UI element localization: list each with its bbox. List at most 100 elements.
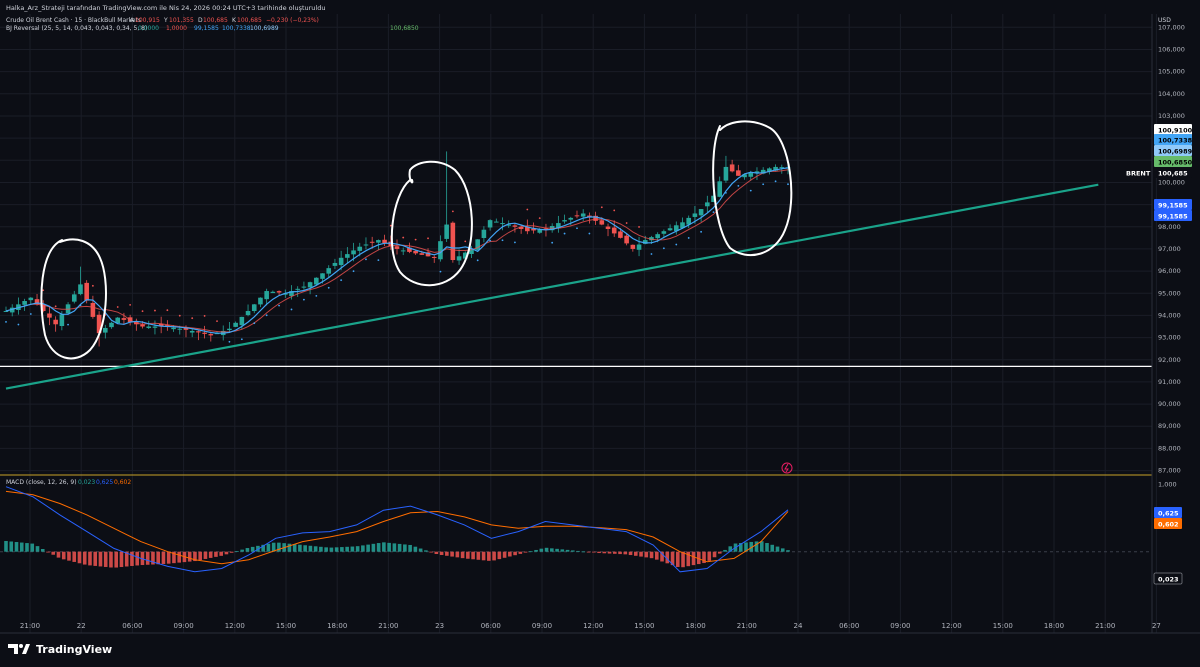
- macd-line[interactable]: [5, 486, 789, 573]
- candle-body[interactable]: [667, 228, 673, 231]
- candle-body[interactable]: [649, 237, 654, 241]
- macd-title[interactable]: MACD (close, 12, 26, 9): [6, 479, 77, 486]
- candle-body[interactable]: [773, 166, 778, 171]
- candle-body[interactable]: [500, 223, 505, 225]
- candle-body[interactable]: [537, 229, 543, 233]
- candle-body[interactable]: [320, 273, 325, 279]
- candle-body[interactable]: [642, 240, 648, 244]
- candle-body[interactable]: [438, 241, 443, 260]
- candle-body[interactable]: [28, 297, 34, 301]
- candle-body[interactable]: [90, 302, 96, 317]
- candle-body[interactable]: [196, 331, 201, 333]
- candle-body[interactable]: [475, 239, 480, 250]
- candle-body[interactable]: [47, 313, 52, 318]
- candle-body[interactable]: [574, 215, 580, 217]
- candle-body[interactable]: [183, 327, 189, 330]
- candle-body[interactable]: [276, 291, 282, 293]
- candle-body[interactable]: [407, 247, 412, 252]
- candle-body[interactable]: [165, 325, 170, 327]
- candle-body[interactable]: [698, 209, 704, 216]
- candle-body[interactable]: [251, 304, 257, 312]
- candle-body[interactable]: [431, 256, 437, 258]
- candle-body[interactable]: [146, 326, 152, 328]
- candle-body[interactable]: [369, 241, 375, 243]
- candle-body[interactable]: [717, 181, 723, 197]
- candle-body[interactable]: [382, 239, 387, 244]
- candle-body[interactable]: [605, 226, 611, 229]
- candle-body[interactable]: [96, 314, 102, 334]
- candle-body[interactable]: [779, 167, 785, 169]
- candle-body[interactable]: [78, 284, 83, 295]
- candle-body[interactable]: [152, 326, 158, 328]
- candle-body[interactable]: [394, 246, 400, 249]
- candle-body[interactable]: [314, 277, 319, 285]
- candle-body[interactable]: [611, 227, 617, 234]
- candle-body[interactable]: [760, 169, 766, 174]
- candle-body[interactable]: [767, 168, 772, 172]
- currency-label[interactable]: USD: [1158, 17, 1171, 24]
- candle-body[interactable]: [227, 328, 232, 331]
- candle-body[interactable]: [258, 297, 263, 305]
- candle-body[interactable]: [289, 291, 294, 296]
- candle-body[interactable]: [332, 262, 338, 266]
- candle-body[interactable]: [481, 229, 487, 238]
- candle-body[interactable]: [531, 228, 536, 231]
- candle-body[interactable]: [34, 299, 40, 305]
- candle-body[interactable]: [562, 220, 567, 222]
- candle-body[interactable]: [543, 228, 549, 230]
- candle-body[interactable]: [345, 254, 350, 258]
- annotation-circle[interactable]: [40, 238, 107, 360]
- candle-body[interactable]: [673, 225, 679, 232]
- trendline[interactable]: [5, 183, 1099, 390]
- candle-body[interactable]: [556, 223, 561, 228]
- candle-body[interactable]: [22, 301, 27, 305]
- candle-body[interactable]: [109, 322, 114, 328]
- macd-signal-line[interactable]: [5, 490, 789, 565]
- candle-body[interactable]: [295, 288, 300, 290]
- candle-body[interactable]: [270, 291, 276, 294]
- candle-body[interactable]: [357, 246, 363, 251]
- candle-body[interactable]: [624, 235, 629, 244]
- candle-body[interactable]: [388, 241, 394, 246]
- candle-body[interactable]: [282, 293, 288, 295]
- candle-body[interactable]: [599, 220, 605, 225]
- candle-body[interactable]: [103, 327, 108, 333]
- candle-body[interactable]: [636, 244, 642, 250]
- candle-body[interactable]: [736, 170, 741, 176]
- candle-body[interactable]: [202, 332, 207, 334]
- candle-body[interactable]: [400, 250, 406, 252]
- candle-body[interactable]: [59, 314, 65, 327]
- event-marker-icon[interactable]: [781, 462, 793, 474]
- candle-body[interactable]: [239, 316, 245, 326]
- candle-body[interactable]: [630, 244, 636, 249]
- candle-body[interactable]: [711, 195, 716, 203]
- candle-body[interactable]: [705, 202, 710, 207]
- candle-body[interactable]: [785, 167, 791, 169]
- candle-body[interactable]: [233, 322, 238, 327]
- candle-body[interactable]: [525, 226, 530, 232]
- candle-body[interactable]: [301, 286, 307, 288]
- annotation-circle[interactable]: [712, 120, 793, 257]
- candle-body[interactable]: [456, 256, 462, 261]
- candle-body[interactable]: [84, 282, 89, 301]
- candle-body[interactable]: [462, 252, 468, 259]
- candle-body[interactable]: [686, 217, 691, 225]
- candle-body[interactable]: [419, 253, 425, 255]
- candle-body[interactable]: [121, 318, 127, 320]
- price-pane[interactable]: [0, 120, 1152, 390]
- candle-body[interactable]: [158, 323, 164, 327]
- candle-body[interactable]: [71, 294, 77, 302]
- candle-body[interactable]: [506, 224, 512, 226]
- tradingview-logo-icon[interactable]: [8, 644, 30, 654]
- candle-body[interactable]: [40, 304, 46, 311]
- candle-body[interactable]: [469, 248, 474, 255]
- candle-body[interactable]: [512, 225, 518, 227]
- candle-body[interactable]: [742, 174, 747, 178]
- candle-body[interactable]: [425, 252, 431, 257]
- candle-body[interactable]: [53, 319, 58, 325]
- candle-body[interactable]: [264, 291, 269, 300]
- candle-body[interactable]: [140, 324, 145, 327]
- candle-body[interactable]: [487, 220, 493, 228]
- candle-body[interactable]: [3, 310, 9, 312]
